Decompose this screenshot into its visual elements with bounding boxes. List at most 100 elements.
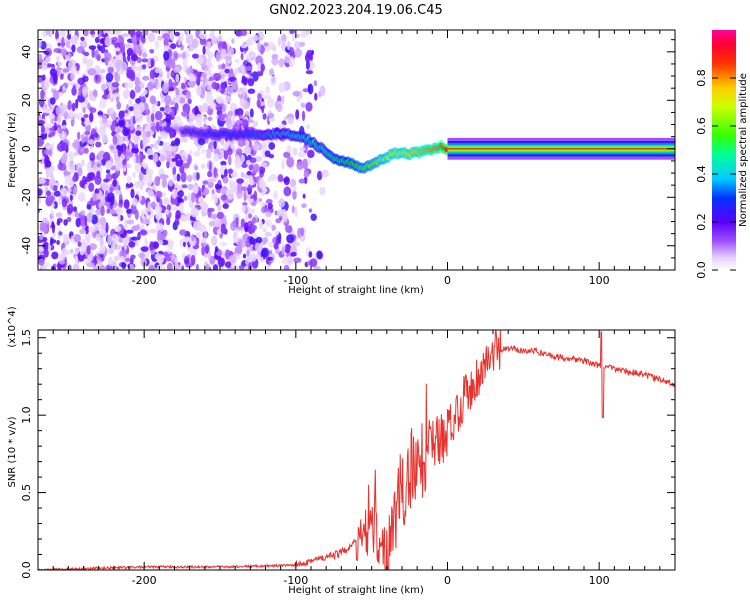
noise-blob: [155, 190, 163, 199]
noise-blob: [122, 159, 127, 166]
noise-blob: [62, 233, 70, 243]
noise-blob: [196, 172, 200, 181]
noise-blob: [307, 149, 315, 159]
x-tick-label: 100: [589, 274, 610, 287]
noise-blob: [47, 195, 55, 202]
noise-blob: [242, 233, 250, 243]
noise-blob: [292, 147, 298, 156]
noise-blob: [126, 219, 135, 225]
noise-blob: [88, 45, 97, 50]
noise-blob: [221, 103, 226, 113]
noise-blob: [117, 160, 123, 169]
noise-blob: [154, 78, 159, 87]
noise-blob: [131, 65, 137, 71]
noise-blob: [53, 190, 61, 197]
noise-blob: [142, 75, 150, 81]
noise-blob: [157, 229, 162, 241]
noise-blob: [180, 110, 189, 117]
noise-blob: [249, 108, 254, 118]
noise-blob: [111, 242, 116, 250]
noise-blob: [243, 146, 252, 155]
noise-blob: [167, 106, 172, 112]
noise-blob: [299, 147, 306, 151]
noise-blob: [254, 156, 263, 162]
noise-blob: [259, 220, 263, 229]
noise-blob: [80, 103, 88, 111]
noise-blob: [194, 165, 199, 171]
noise-blob: [88, 139, 95, 145]
noise-blob: [206, 90, 213, 95]
noise-blob: [162, 82, 169, 94]
noise-blob: [209, 102, 217, 110]
ridge-halo: [166, 124, 174, 136]
snr-y-axis: 0.0 0.5 1.0 1.5: [20, 329, 675, 579]
noise-blob: [181, 82, 186, 90]
noise-blob: [144, 237, 148, 248]
noise-blob: [79, 229, 87, 235]
noise-blob: [56, 65, 61, 76]
noise-blob: [291, 33, 296, 42]
colorbar-tick-label: 0.6: [695, 117, 708, 135]
noise-blob: [99, 264, 105, 270]
noise-blob: [301, 30, 308, 39]
noise-blob: [122, 126, 129, 137]
noise-blob: [226, 117, 232, 129]
noise-blob: [94, 189, 100, 194]
noise-blob: [139, 92, 145, 97]
noise-blob: [156, 139, 161, 145]
noise-blob: [213, 193, 218, 204]
noise-blob: [114, 42, 121, 49]
noise-blob: [159, 120, 164, 125]
noise-blob: [129, 89, 136, 100]
noise-blob: [125, 163, 132, 169]
noise-blob: [194, 105, 199, 115]
noise-blob: [96, 163, 102, 168]
noise-blob: [135, 98, 141, 104]
noise-blob: [140, 82, 145, 89]
noise-blob: [138, 171, 144, 182]
noise-blob: [142, 89, 148, 95]
noise-blob: [84, 115, 89, 127]
noise-blob: [246, 119, 254, 123]
noise-blob: [191, 234, 195, 242]
noise-blob: [302, 193, 306, 199]
noise-blob: [198, 224, 207, 233]
snr-series-line: [38, 330, 675, 570]
noise-blob: [302, 88, 310, 93]
noise-blob: [298, 178, 306, 184]
noise-blob: [84, 183, 88, 191]
noise-blob: [57, 113, 62, 124]
noise-blob: [56, 55, 60, 62]
spectrogram-x-label: Height of straight line (km): [288, 285, 424, 296]
ridge-core: [170, 127, 174, 133]
noise-blob: [129, 122, 135, 131]
noise-blob: [240, 30, 248, 37]
noise-blob: [73, 234, 81, 243]
noise-blob: [240, 43, 248, 49]
noise-blob: [93, 265, 99, 270]
noise-blob: [86, 236, 91, 244]
noise-blob: [146, 130, 152, 138]
noise-blob: [182, 103, 191, 114]
noise-blob: [130, 188, 135, 199]
noise-blob: [211, 36, 218, 44]
noise-blob: [220, 194, 228, 201]
noise-blob: [97, 30, 102, 38]
ridge-core: [162, 126, 167, 132]
noise-blob: [128, 241, 136, 248]
noise-blob: [240, 218, 246, 228]
noise-blob: [191, 192, 196, 203]
noise-blob: [80, 210, 86, 216]
noise-blob: [222, 203, 229, 209]
noise-blob: [286, 234, 295, 244]
noise-blob: [249, 157, 257, 164]
noise-blob: [161, 178, 167, 189]
ridge-core: [157, 124, 161, 130]
noise-blob: [253, 190, 258, 201]
ridge-halo: [164, 123, 172, 134]
noise-blob: [86, 161, 92, 173]
noise-blob: [39, 158, 46, 165]
noise-blob: [272, 45, 277, 52]
noise-blob: [298, 150, 306, 158]
noise-blob: [73, 185, 78, 196]
